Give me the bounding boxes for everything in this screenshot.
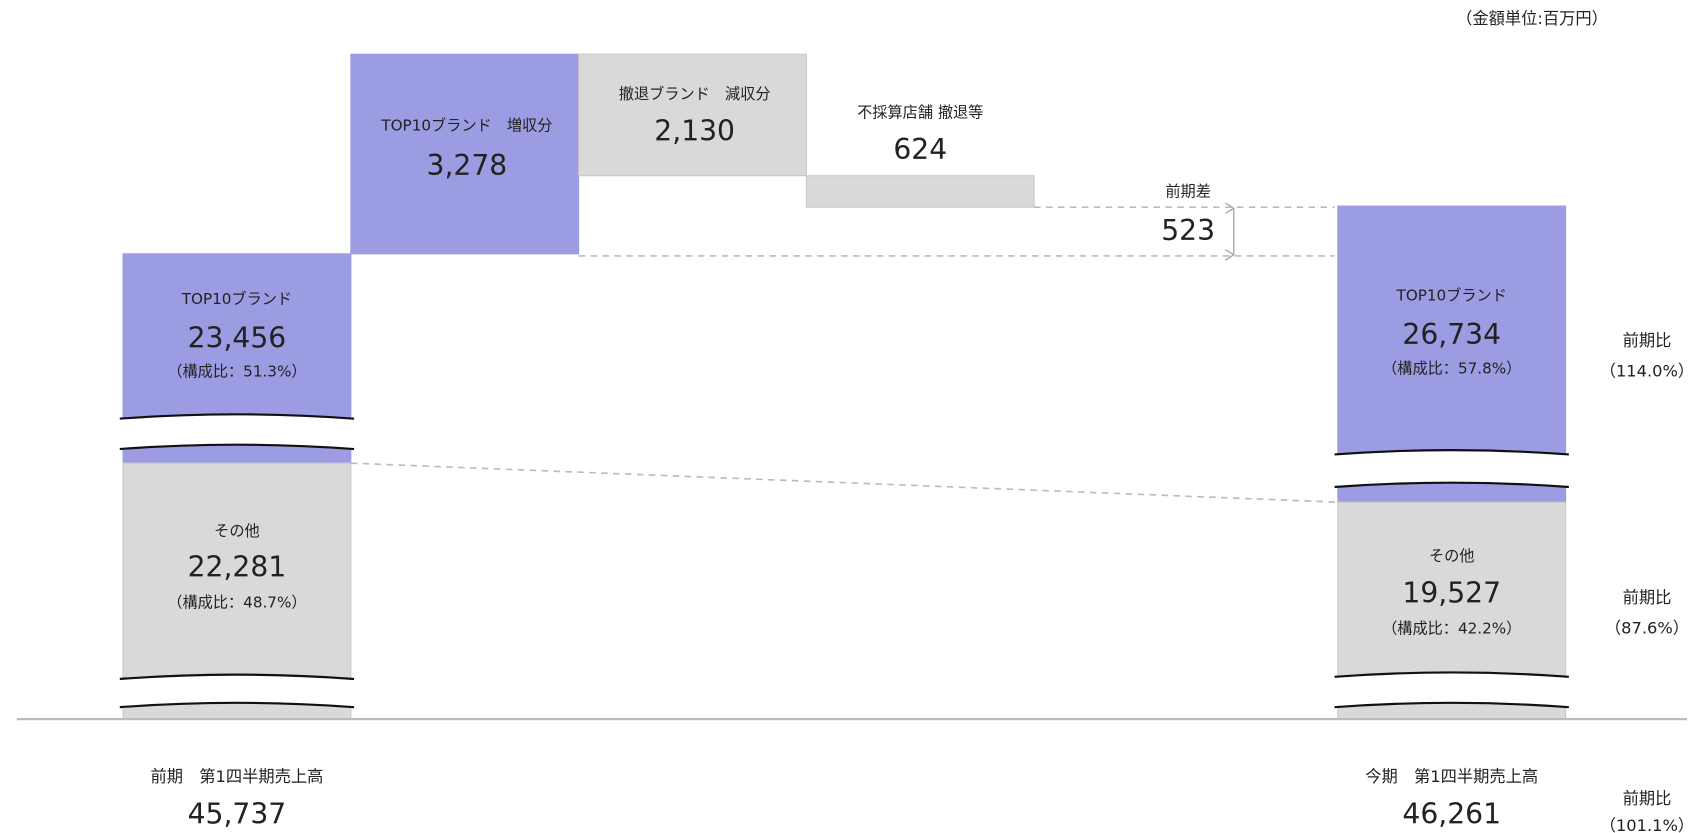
label: TOP10ブランド [181, 290, 292, 308]
yoy-label: 前期比 [1623, 331, 1672, 350]
value: 26,734 [1402, 318, 1501, 351]
withdrawn-brand-bar [578, 53, 807, 177]
change-value: 3,278 [427, 149, 508, 182]
top10-increase-bar [350, 53, 580, 255]
share: （構成比：51.3%） [167, 363, 306, 381]
share: （構成比：48.7%） [167, 594, 306, 612]
change-label: 不採算店舗 撤退等 [857, 103, 983, 121]
change-label: 撤退ブランド 減収分 [619, 85, 771, 103]
share: （構成比：57.8%） [1382, 359, 1521, 377]
total-label: 今期 第1四半期売上高 [1365, 767, 1538, 786]
label: TOP10ブランド [1396, 287, 1507, 305]
share: （構成比：42.2%） [1382, 620, 1521, 638]
difference-value: 523 [1161, 214, 1215, 247]
store-closure-bar [805, 175, 1035, 208]
total-label: 前期 第1四半期売上高 [151, 767, 324, 786]
value: 23,456 [188, 321, 287, 354]
yoy-label: 前期比 [1623, 588, 1672, 607]
connector [350, 462, 1338, 503]
total-value: 46,261 [1402, 798, 1501, 831]
difference-label: 前期差 [1165, 182, 1211, 200]
yoy-label: 前期比 [1623, 789, 1672, 808]
total-value: 45,737 [188, 798, 287, 831]
yoy-value: （101.1%） [1600, 816, 1693, 833]
change-label: TOP10ブランド 増収分 [380, 116, 552, 134]
value: 22,281 [188, 550, 287, 583]
axis-break [119, 413, 1569, 709]
value: 19,527 [1402, 576, 1501, 609]
unit-note: （金額単位:百万円） [1456, 9, 1608, 28]
label: その他 [214, 522, 260, 540]
yoy-value: （114.0%） [1600, 362, 1693, 381]
label: その他 [1429, 547, 1475, 565]
change-value: 624 [893, 133, 947, 166]
yoy-value: （87.6%） [1605, 619, 1689, 638]
change-value: 2,130 [654, 114, 735, 147]
